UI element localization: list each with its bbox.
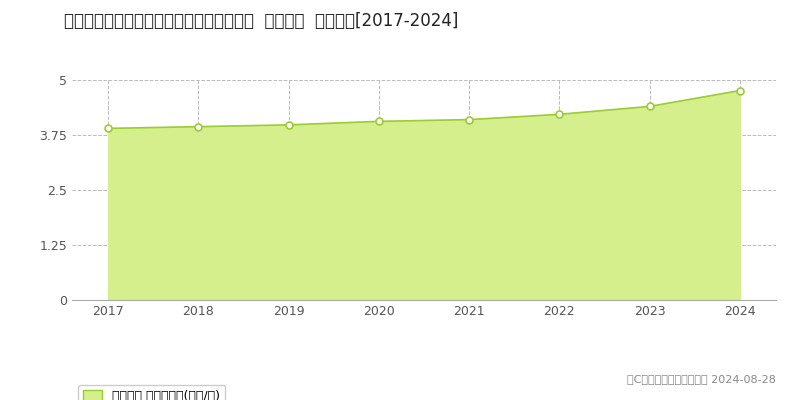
Point: [282, 122, 295, 128]
Text: （C）土地価格ドットコム 2024-08-28: （C）土地価格ドットコム 2024-08-28: [627, 374, 776, 384]
Point: [462, 116, 475, 123]
Point: [553, 111, 566, 118]
Text: 鸟取県米子市西福原７丁目１０６２番１外  地価公示  地価推移[2017-2024]: 鸟取県米子市西福原７丁目１０６２番１外 地価公示 地価推移[2017-2024]: [64, 12, 458, 30]
Point: [192, 124, 205, 130]
Point: [643, 103, 656, 110]
Point: [373, 118, 386, 124]
Point: [102, 125, 114, 132]
Point: [734, 87, 746, 94]
Legend: 地価公示 平均坪単価(万円/坪): 地価公示 平均坪単価(万円/坪): [78, 384, 225, 400]
